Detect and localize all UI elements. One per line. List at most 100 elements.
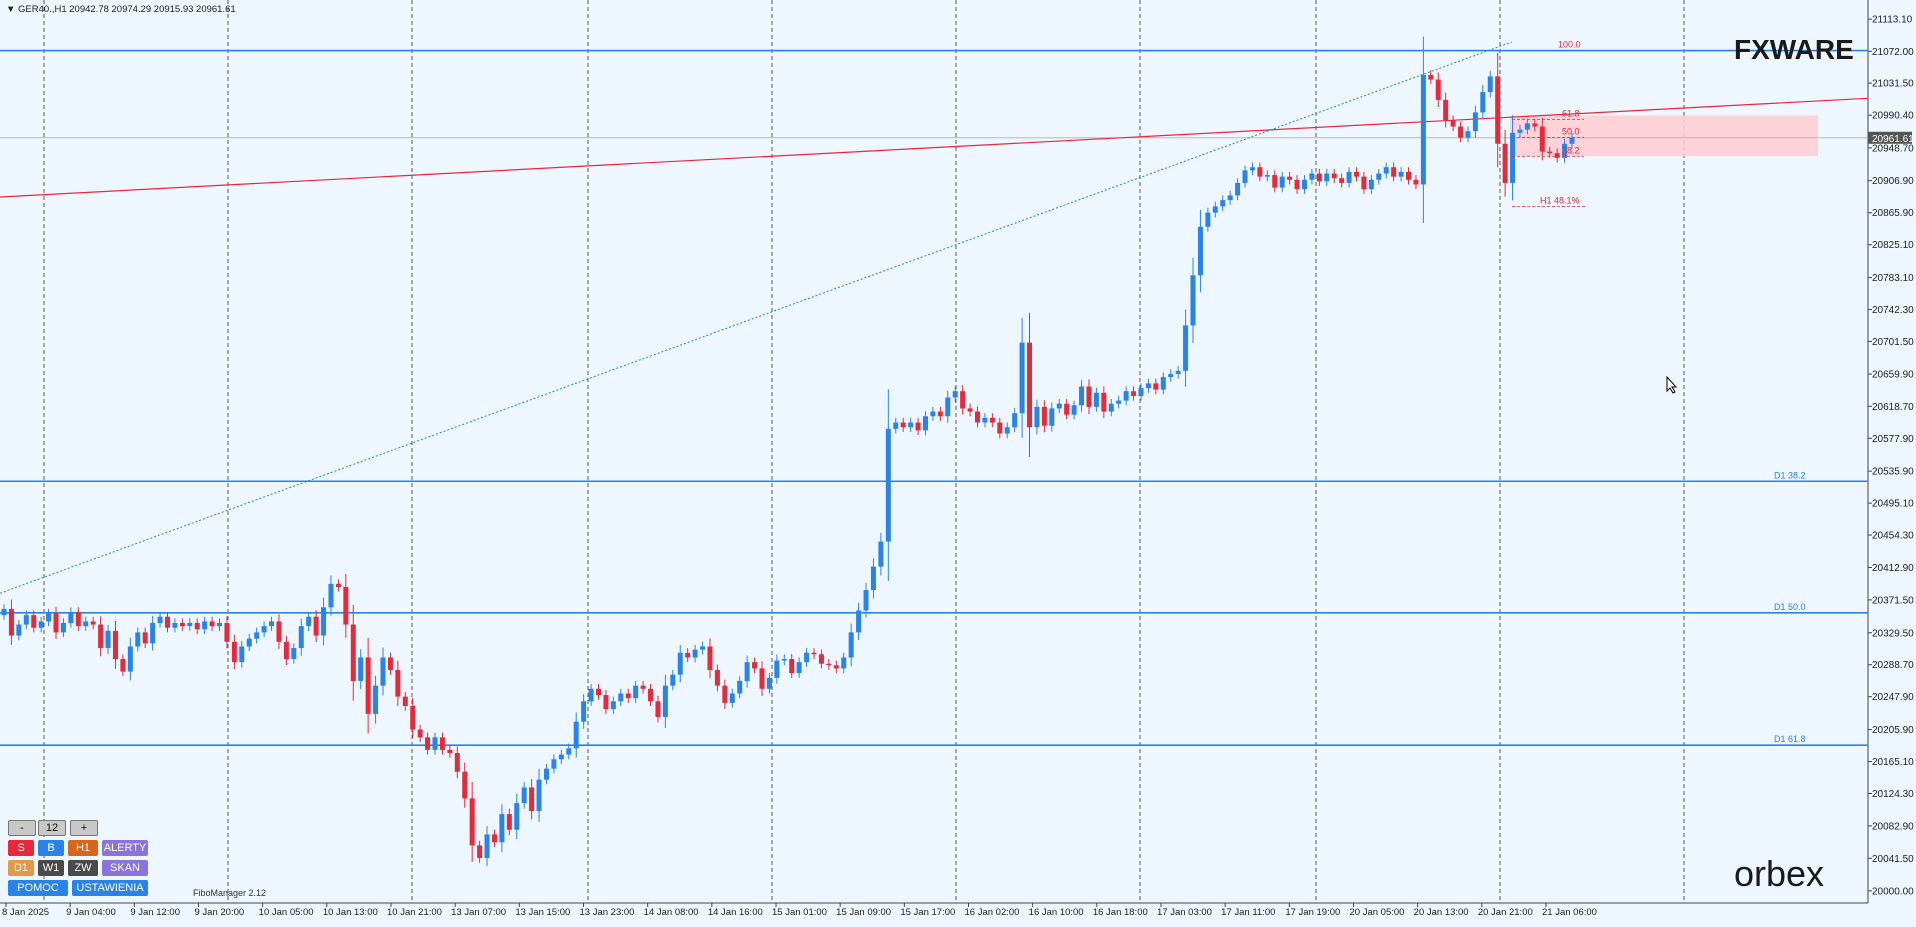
candle-body <box>1376 173 1382 180</box>
x-tick-label: 13 Jan 23:00 <box>580 907 635 918</box>
candle-body <box>588 688 594 702</box>
candle-body <box>1183 325 1189 371</box>
candle-body <box>640 685 646 689</box>
count-field[interactable]: 12 <box>38 820 66 836</box>
candle-body <box>1294 179 1300 190</box>
candle-body <box>1004 427 1010 434</box>
buy-button[interactable]: B <box>38 840 64 856</box>
candle-body <box>231 641 237 663</box>
candle-body <box>1027 342 1033 428</box>
candle-body <box>1212 206 1218 213</box>
candle-body <box>217 622 223 627</box>
scan-button[interactable]: SKAN <box>102 860 148 876</box>
trend-line <box>0 97 1869 198</box>
candle-body <box>1517 129 1523 133</box>
candle-body <box>1138 388 1144 396</box>
y-tick-label: 20701.50 <box>1872 337 1914 348</box>
candle-body <box>8 608 14 636</box>
candle-body <box>276 621 282 642</box>
candle-body <box>1264 175 1270 177</box>
candle-body <box>105 630 111 649</box>
candle-body <box>447 749 453 753</box>
candle-body <box>298 626 304 649</box>
candle-body <box>291 648 297 660</box>
increase-button[interactable]: + <box>70 820 98 836</box>
candle-body <box>1190 275 1196 326</box>
candle-body <box>536 779 542 811</box>
y-tick-label: 20454.30 <box>1872 531 1914 542</box>
candle-body <box>269 621 275 627</box>
candle-body <box>506 814 512 830</box>
x-tick-label: 9 Jan 04:00 <box>66 907 116 918</box>
candle-body <box>781 659 787 661</box>
fxware-logo: FXWARE <box>1734 34 1854 65</box>
help-button[interactable]: POMOC <box>8 880 68 896</box>
candle-body <box>1465 131 1471 138</box>
x-tick-label: 10 Jan 21:00 <box>387 907 442 918</box>
w1-button[interactable]: W1 <box>38 860 64 876</box>
x-tick-label: 20 Jan 13:00 <box>1414 907 1469 918</box>
settings-button[interactable]: USTAWIENIA <box>72 880 148 896</box>
x-tick-label: 14 Jan 08:00 <box>644 907 699 918</box>
candle-body <box>722 685 728 703</box>
candle-body <box>1368 179 1374 190</box>
candle-body <box>1205 212 1211 227</box>
candle-body <box>321 607 327 636</box>
candle-body <box>410 706 416 730</box>
candle-body <box>1324 173 1330 182</box>
candle-body <box>1413 179 1419 185</box>
candle-body <box>1450 120 1456 127</box>
candle-body <box>752 662 758 669</box>
fib-zone <box>1510 115 1818 157</box>
candle-body <box>1041 406 1047 426</box>
alerts-button[interactable]: ALERTY <box>102 840 148 856</box>
candle-body <box>714 669 720 686</box>
zw-button[interactable]: ZW <box>68 860 98 876</box>
candle-body <box>1502 143 1508 183</box>
candle-body <box>766 677 772 689</box>
candle-body <box>1480 92 1486 113</box>
candle-body <box>53 613 59 633</box>
candle-body <box>1220 200 1226 207</box>
candle-body <box>98 624 104 649</box>
candle-body <box>402 696 408 707</box>
x-tick-label: 9 Jan 20:00 <box>195 907 245 918</box>
sell-button[interactable]: S <box>8 840 34 856</box>
candle-body <box>1019 342 1025 414</box>
candle-body <box>655 701 661 717</box>
candle-body <box>254 632 260 639</box>
x-tick-label: 13 Jan 15:00 <box>515 907 570 918</box>
d1-button[interactable]: D1 <box>8 860 34 876</box>
candle-body <box>1123 391 1129 401</box>
candle-body <box>974 411 980 423</box>
decrease-button[interactable]: - <box>8 820 36 836</box>
candle-body <box>1510 132 1516 183</box>
y-tick-label: 20412.90 <box>1872 563 1914 574</box>
candle-body <box>729 693 735 703</box>
x-tick-label: 21 Jan 06:00 <box>1542 907 1597 918</box>
candle-body <box>1272 175 1278 188</box>
candle-body <box>662 685 668 717</box>
candle-body <box>365 657 371 714</box>
candle-body <box>573 721 579 749</box>
dotted-trend-line <box>0 41 1513 594</box>
candle-body <box>16 624 22 636</box>
x-tick-label: 15 Jan 01:00 <box>772 907 827 918</box>
h1-button[interactable]: H1 <box>68 840 98 856</box>
y-tick-label: 20124.30 <box>1872 789 1914 800</box>
candle-body <box>23 615 29 625</box>
y-tick-label: 20535.90 <box>1872 467 1914 478</box>
y-tick-label: 20247.90 <box>1872 692 1914 703</box>
candle-body <box>856 610 862 633</box>
y-tick-label: 20577.90 <box>1872 434 1914 445</box>
candle-body <box>796 662 802 674</box>
candle-body <box>1361 176 1367 190</box>
x-tick-label: 16 Jan 18:00 <box>1093 907 1148 918</box>
fib-level-label: 50.0 <box>1562 126 1580 136</box>
candle-body <box>1353 171 1359 177</box>
candle-body <box>1443 99 1449 121</box>
candle-body <box>685 652 691 658</box>
candle-body <box>224 622 230 642</box>
y-tick-label: 20783.10 <box>1872 273 1914 284</box>
